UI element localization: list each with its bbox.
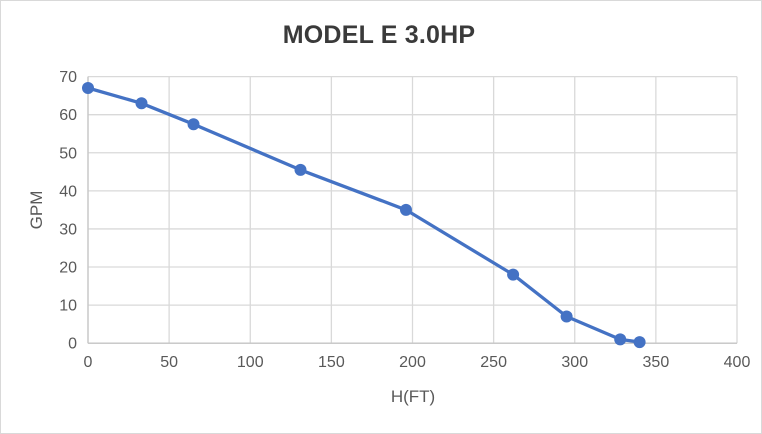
- data-point-marker: [294, 163, 307, 176]
- y-tick-label: 50: [59, 145, 77, 162]
- x-tick-label: 100: [237, 354, 264, 371]
- x-tick-label: 200: [399, 354, 426, 371]
- tick-labels: 0 10 20 30 40 50 60 70 0 50 100 150 200 250 300 350 400: [59, 69, 750, 371]
- data-point-marker: [135, 97, 148, 110]
- x-tick-label: 300: [561, 354, 588, 371]
- y-tick-label: 10: [59, 298, 77, 315]
- axis-lines: [87, 76, 737, 344]
- x-axis-title: H(FT): [391, 387, 435, 406]
- y-tick-label: 70: [59, 69, 77, 86]
- y-tick-label: 40: [59, 183, 77, 200]
- x-tick-label: 0: [84, 354, 93, 371]
- x-tick-label: 50: [160, 354, 178, 371]
- x-tick-label: 400: [724, 354, 751, 371]
- x-tick-label: 150: [318, 354, 345, 371]
- x-tick-label: 350: [643, 354, 670, 371]
- chart-title: MODEL E 3.0HP: [283, 21, 475, 49]
- y-axis-title: GPM: [27, 191, 46, 230]
- data-point-marker: [400, 203, 412, 216]
- x-tick-label: 250: [480, 354, 507, 371]
- data-point-marker: [633, 336, 646, 349]
- y-tick-label: 0: [68, 336, 77, 353]
- data-point-marker: [560, 310, 573, 323]
- data-point-marker: [507, 268, 520, 281]
- y-tick-label: 20: [59, 260, 77, 277]
- data-point-marker: [82, 82, 94, 94]
- data-point-marker: [614, 333, 627, 346]
- y-tick-label: 30: [59, 221, 77, 238]
- y-tick-label: 60: [59, 107, 77, 124]
- data-point-marker: [187, 118, 200, 131]
- data-series: [82, 82, 646, 349]
